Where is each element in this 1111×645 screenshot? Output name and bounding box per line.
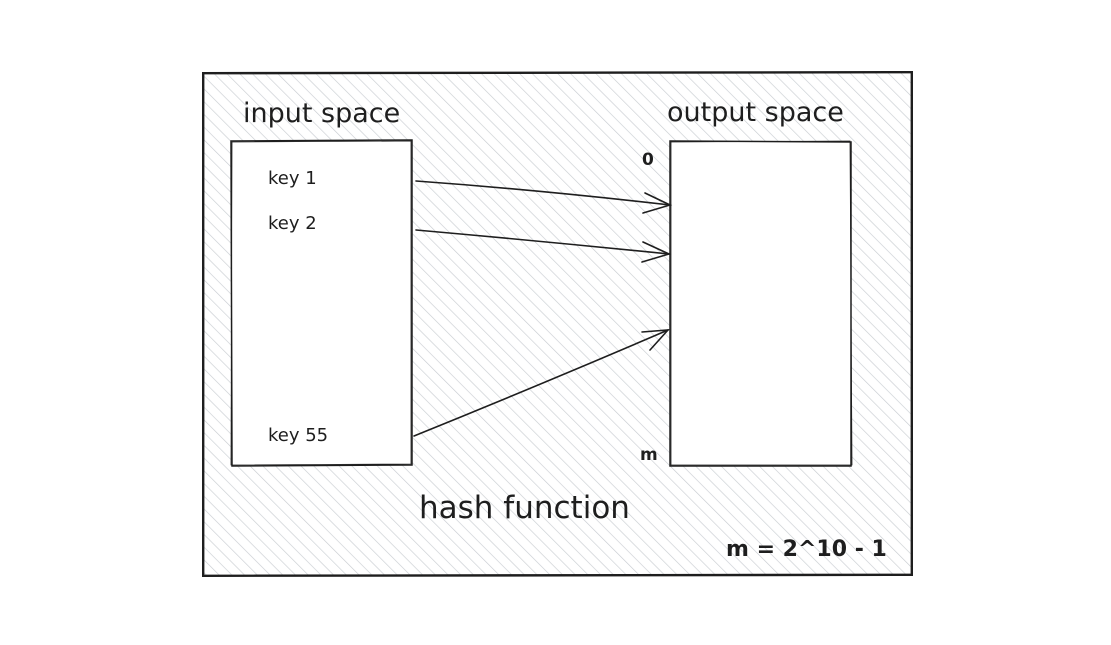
- range-formula: m = 2^10 - 1: [726, 537, 887, 562]
- arrow-key-1: [415, 180, 673, 214]
- output-start-label: 0: [642, 150, 654, 170]
- input-key-1: key 1: [268, 168, 317, 189]
- arrow-key-2: [415, 229, 672, 263]
- output-space-title: output space: [667, 97, 844, 128]
- input-space-title: input space: [243, 98, 400, 129]
- output-end-label: m: [640, 445, 658, 465]
- input-key-55: key 55: [268, 425, 328, 446]
- input-key-2: key 2: [268, 213, 317, 234]
- arrow-key-55: [413, 329, 670, 437]
- hash-function-caption: hash function: [419, 490, 630, 526]
- output-space-box: [669, 140, 853, 467]
- input-space-box: [230, 139, 413, 467]
